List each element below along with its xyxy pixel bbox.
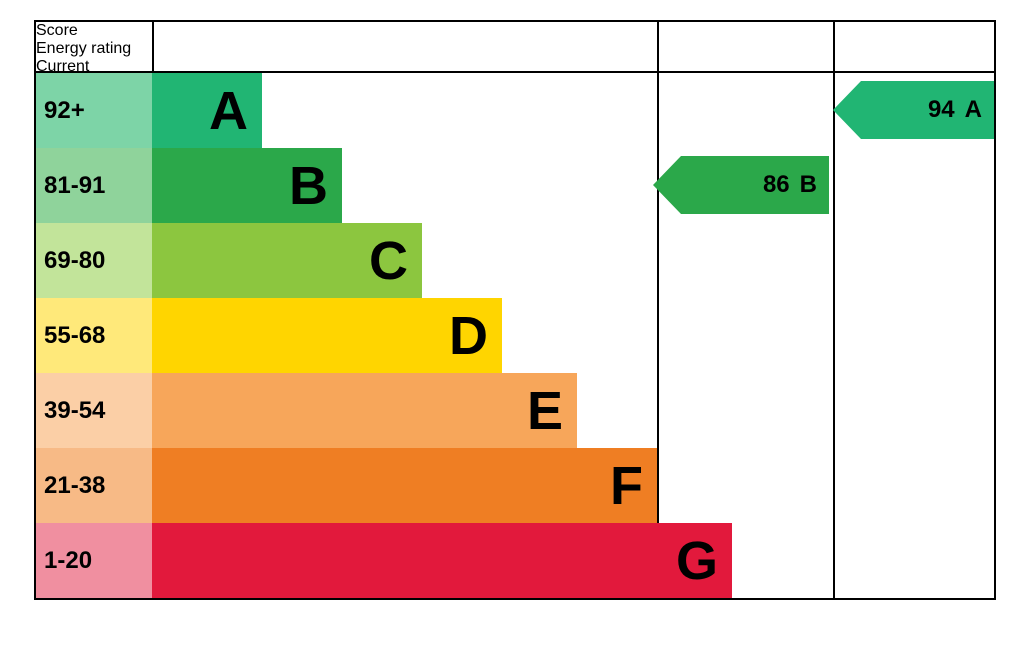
- rating-bar-f: F: [152, 448, 657, 523]
- rating-bar-g: G: [152, 523, 732, 598]
- header-rating: Energy rating: [36, 40, 994, 58]
- rating-row-b: 81-91 B: [36, 148, 994, 223]
- current-score: 86: [763, 171, 790, 199]
- rating-row-f: 21-38 F: [36, 448, 994, 523]
- score-range-d: 55-68: [36, 298, 152, 373]
- energy-rating-chart: Score Energy rating Current Potential 92…: [0, 0, 1024, 647]
- current-pointer: 86 B: [653, 156, 829, 214]
- score-range-g: 1-20: [36, 523, 152, 598]
- chart-frame: Score Energy rating Current Potential 92…: [34, 20, 996, 600]
- current-letter: B: [800, 171, 817, 199]
- score-range-e: 39-54: [36, 373, 152, 448]
- rating-letter-e: E: [527, 384, 563, 438]
- rating-letter-g: G: [676, 534, 718, 588]
- potential-pointer: 94 A: [833, 81, 994, 139]
- rating-row-g: 1-20 G: [36, 523, 994, 598]
- potential-score: 94: [928, 96, 955, 124]
- score-range-f: 21-38: [36, 448, 152, 523]
- potential-letter: A: [965, 96, 982, 124]
- rating-bar-a: A: [152, 73, 262, 148]
- rating-letter-a: A: [209, 84, 248, 138]
- rating-letter-d: D: [449, 309, 488, 363]
- rating-letter-c: C: [369, 234, 408, 288]
- rating-bar-c: C: [152, 223, 422, 298]
- header-score: Score: [36, 22, 994, 40]
- score-range-c: 69-80: [36, 223, 152, 298]
- rating-bar-b: B: [152, 148, 342, 223]
- score-range-b: 81-91: [36, 148, 152, 223]
- rating-letter-b: B: [289, 159, 328, 213]
- rating-bar-d: D: [152, 298, 502, 373]
- rating-row-e: 39-54 E: [36, 373, 994, 448]
- rating-letter-f: F: [610, 459, 643, 513]
- score-range-a: 92+: [36, 73, 152, 148]
- rating-row-c: 69-80 C: [36, 223, 994, 298]
- rating-bar-e: E: [152, 373, 577, 448]
- rating-row-d: 55-68 D: [36, 298, 994, 373]
